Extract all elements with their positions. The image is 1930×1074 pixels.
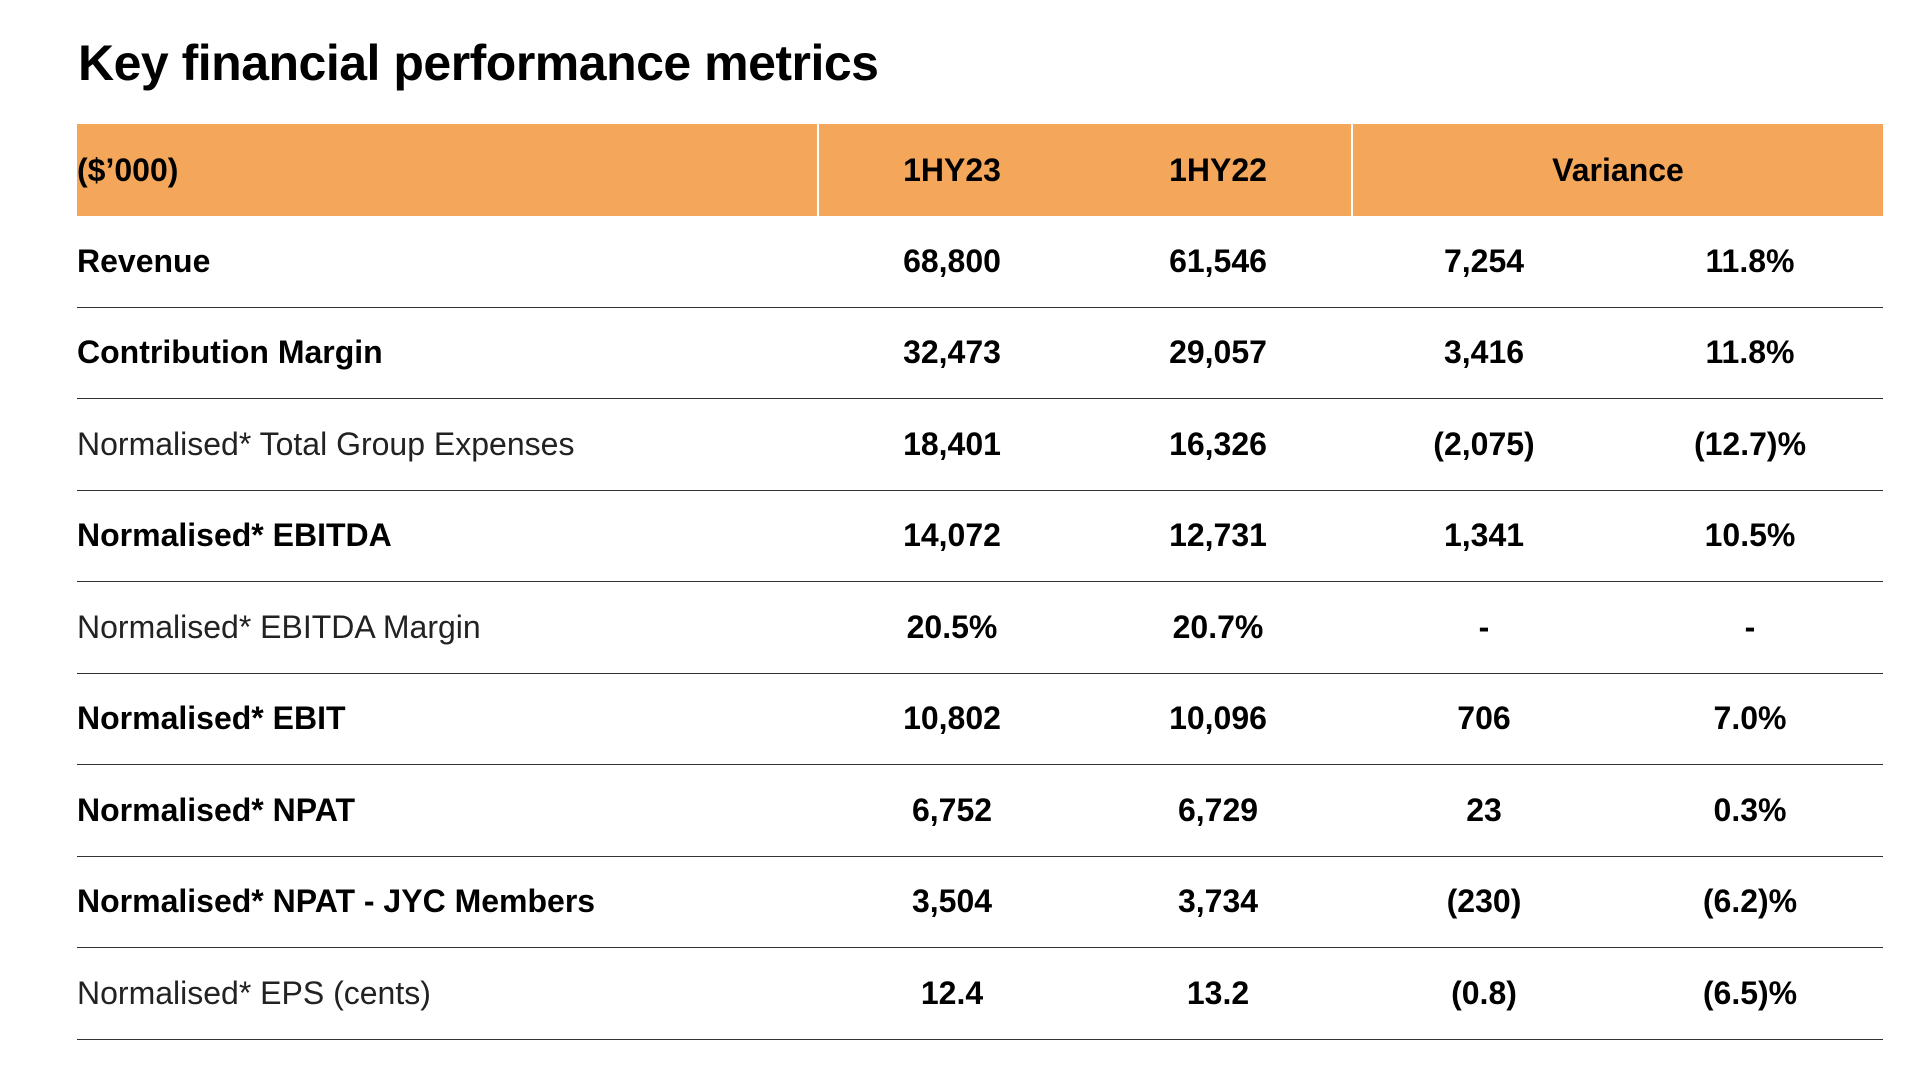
page-title: Key financial performance metrics — [78, 35, 879, 91]
table-row: Normalised* NPAT - JYC Members 3,504 3,7… — [77, 857, 1883, 948]
cell-variance-abs: (2,075) — [1433, 425, 1535, 462]
cell-variance-abs: 706 — [1457, 700, 1511, 737]
cell-variance-pct: - — [1744, 608, 1756, 645]
row-label: Normalised* EPS (cents) — [77, 974, 431, 1011]
header-1hy22: 1HY22 — [1085, 124, 1351, 216]
cell-1hy23: 18,401 — [903, 425, 1001, 462]
cell-variance-abs: (230) — [1446, 883, 1522, 920]
cell-1hy22: 61,546 — [1169, 242, 1267, 279]
cell-variance-pct: 11.8% — [1705, 242, 1795, 279]
header-1hy23: 1HY23 — [819, 124, 1085, 216]
table-row: Normalised* Total Group Expenses 18,401 … — [77, 399, 1883, 491]
table-row: Revenue 68,800 61,546 7,254 11.8% — [77, 216, 1883, 308]
cell-1hy22: 13.2 — [1186, 974, 1250, 1011]
cell-1hy23: 68,800 — [903, 242, 1001, 279]
cell-1hy22: 3,734 — [1177, 883, 1259, 920]
cell-variance-pct: 11.8% — [1705, 334, 1795, 371]
cell-1hy23: 12.4 — [920, 974, 984, 1011]
cell-variance-pct: (12.7)% — [1693, 425, 1807, 462]
row-label: Revenue — [77, 242, 211, 279]
cell-variance-abs: 1,341 — [1443, 517, 1525, 554]
cell-variance-pct: (6.5)% — [1702, 974, 1798, 1011]
row-label: Contribution Margin — [77, 334, 383, 371]
cell-1hy22: 6,729 — [1177, 791, 1259, 828]
cell-1hy22: 12,731 — [1169, 517, 1267, 554]
cell-1hy23: 14,072 — [903, 517, 1001, 554]
cell-1hy23: 20.5% — [906, 608, 998, 645]
cell-1hy23: 6,752 — [911, 791, 993, 828]
table-row: Normalised* EBIT 10,802 10,096 706 7.0% — [77, 674, 1883, 765]
table-row: Normalised* EBITDA Margin 20.5% 20.7% - … — [77, 582, 1883, 674]
table-row: Normalised* EPS (cents) 12.4 13.2 (0.8) … — [77, 948, 1883, 1040]
cell-1hy22: 10,096 — [1169, 700, 1267, 737]
header-variance: Variance — [1353, 124, 1883, 216]
header-units: ($’000) — [77, 124, 817, 216]
row-label: Normalised* EBIT — [77, 700, 346, 737]
row-label: Normalised* EBITDA Margin — [77, 608, 481, 645]
cell-variance-pct: 7.0% — [1713, 700, 1787, 737]
cell-variance-abs: - — [1478, 608, 1490, 645]
cell-1hy23: 3,504 — [911, 883, 993, 920]
cell-1hy23: 32,473 — [903, 334, 1001, 371]
table-header-row: ($’000) 1HY23 1HY22 Variance — [77, 124, 1883, 216]
table-row: Contribution Margin 32,473 29,057 3,416 … — [77, 308, 1883, 399]
financial-metrics-table: ($’000) 1HY23 1HY22 Variance Revenue 68,… — [77, 124, 1883, 1040]
table-row: Normalised* EBITDA 14,072 12,731 1,341 1… — [77, 491, 1883, 582]
row-label: Normalised* NPAT - JYC Members — [77, 883, 596, 920]
cell-variance-pct: 0.3% — [1713, 791, 1787, 828]
cell-variance-abs: 23 — [1466, 791, 1502, 828]
cell-variance-pct: 10.5% — [1704, 517, 1796, 554]
row-label: Normalised* EBITDA — [77, 517, 392, 554]
cell-1hy22: 16,326 — [1169, 425, 1267, 462]
row-label: Normalised* NPAT — [77, 791, 355, 828]
cell-variance-abs: (0.8) — [1451, 974, 1517, 1011]
cell-1hy23: 10,802 — [903, 700, 1001, 737]
table-row: Normalised* NPAT 6,752 6,729 23 0.3% — [77, 765, 1883, 857]
cell-variance-abs: 7,254 — [1443, 242, 1525, 279]
cell-1hy22: 20.7% — [1172, 608, 1264, 645]
cell-variance-abs: 3,416 — [1443, 334, 1525, 371]
cell-1hy22: 29,057 — [1169, 334, 1267, 371]
row-label: Normalised* Total Group Expenses — [77, 425, 575, 462]
cell-variance-pct: (6.2)% — [1702, 883, 1798, 920]
